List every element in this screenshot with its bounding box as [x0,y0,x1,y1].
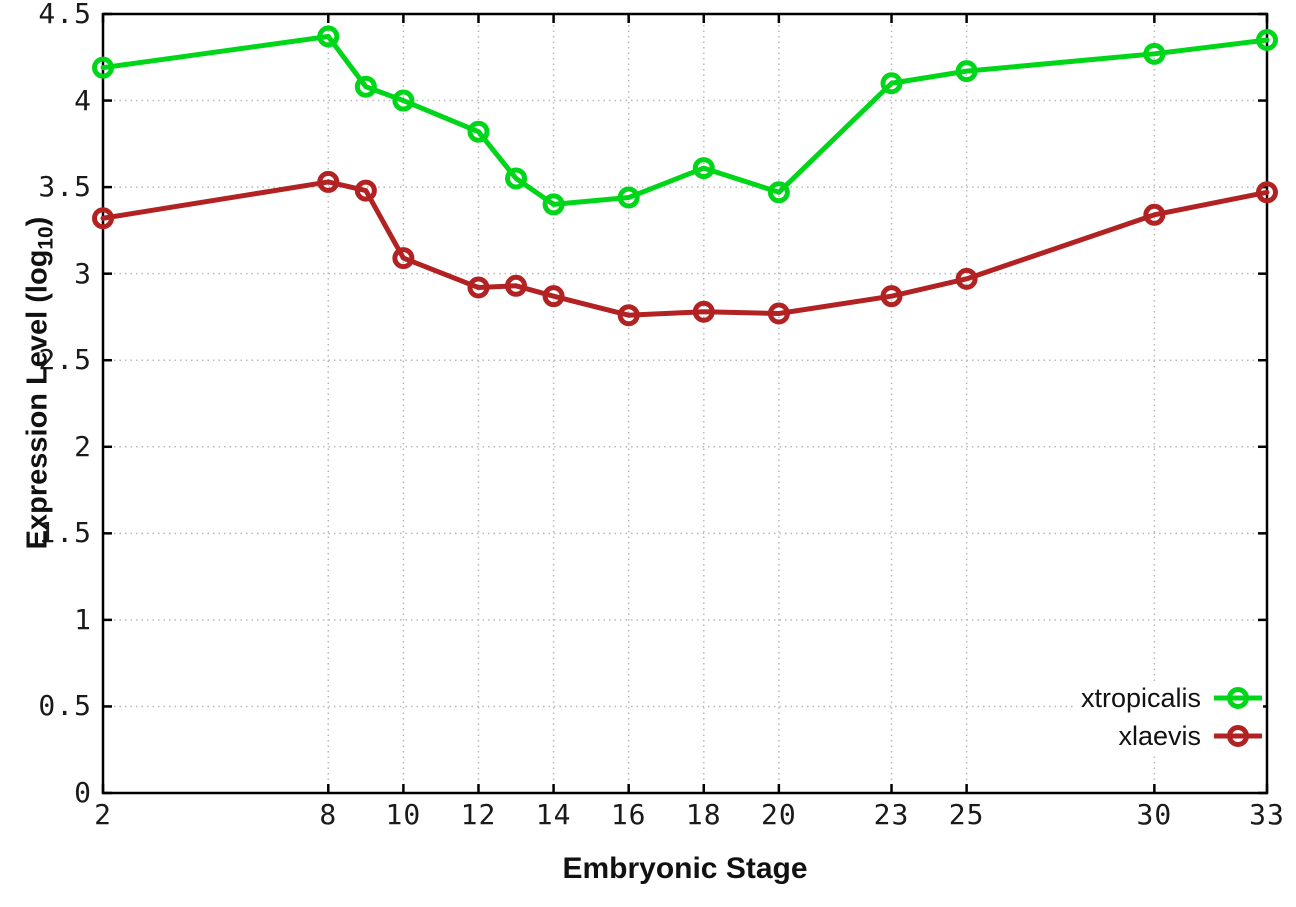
series-xlaevis-line [100,179,1270,318]
series-xtropicalis-point [542,193,565,216]
series-xtropicalis-point [92,56,114,79]
x-tick-label: 25 [948,798,985,831]
series-xtropicalis-point [392,89,415,112]
series-lines [92,25,1278,327]
series-xtropicalis-point [505,167,528,190]
series-xlaevis-point [92,207,114,230]
y-tick-label: 2.5 [38,343,92,377]
series-xlaevis-point [1256,181,1278,204]
series-xlaevis-point [392,247,415,270]
x-tick-label: 8 [319,798,338,831]
x-tick-label: 23 [873,798,910,831]
series-xlaevis-point [617,304,640,327]
series-xtropicalis-point [354,75,377,98]
y-tick-label: 3.5 [38,170,92,204]
y-tick-label: 2 [74,429,92,463]
series-xlaevis-point [1143,203,1166,226]
y-axis-title-suffix: ) [21,216,54,227]
series-xtropicalis-point [317,25,340,48]
series-xlaevis-point [467,276,490,299]
x-tick-label: 16 [610,798,647,831]
series-xlaevis-point [692,300,715,323]
x-tick-label: 20 [761,798,797,831]
y-axis-title-subscript: 10 [34,226,58,250]
x-tick-label: 14 [535,798,572,831]
legend-label-xlaevis: xlaevis [1118,720,1201,751]
series-xtropicalis-point [880,72,903,95]
series-xtropicalis-point [767,181,790,204]
gridlines [102,13,1268,794]
legend-marker-xlaevis [1214,725,1262,747]
x-tick-label: 2 [94,798,112,831]
axis-ticks [101,12,1269,795]
series-xlaevis-point [354,179,377,202]
legend-marker-xtropicalis [1214,687,1262,709]
legend-label-xtropicalis: xtropicalis [1080,682,1201,713]
x-axis-title: Embryonic Stage [562,852,808,885]
series-xlaevis-point [880,285,903,308]
x-tick-label: 18 [685,798,722,831]
series-xtropicalis-line [100,34,1270,207]
y-tick-label: 3 [74,256,92,290]
legend: xtropicalis xlaevis [1072,681,1263,753]
legend-item-xtropicalis: xtropicalis [1081,681,1263,715]
y-tick-label: 4 [74,83,92,117]
series-xlaevis-point [505,274,528,297]
x-tick-label: 12 [460,798,497,831]
series-xtropicalis-point [1256,28,1278,51]
y-tick-label: 1 [74,602,92,636]
plot-border [101,12,1269,795]
y-tick-label: 0.5 [38,689,92,723]
series-xlaevis-point [955,267,978,290]
x-tick-label: 33 [1249,798,1285,831]
y-tick-label: 1.5 [38,516,92,550]
y-axis-title: Expression Level (log10) [22,217,59,550]
x-tick-label: 10 [385,798,422,831]
series-xtropicalis-point [692,157,715,180]
y-tick-label: 4.5 [38,0,92,30]
series-xtropicalis-point [955,60,978,83]
series-xlaevis-point [767,302,790,325]
series-xtropicalis-point [467,120,490,143]
series-xtropicalis-point [1143,42,1166,65]
y-axis-title-text: Expression Level (log [21,249,54,550]
y-tick-label: 0 [74,776,92,809]
series-xlaevis-point [542,285,565,308]
x-tick-label: 30 [1136,798,1173,831]
legend-item-xlaevis: xlaevis [1081,719,1263,753]
series-xtropicalis-point [617,186,640,209]
series-xlaevis-point [317,170,340,193]
